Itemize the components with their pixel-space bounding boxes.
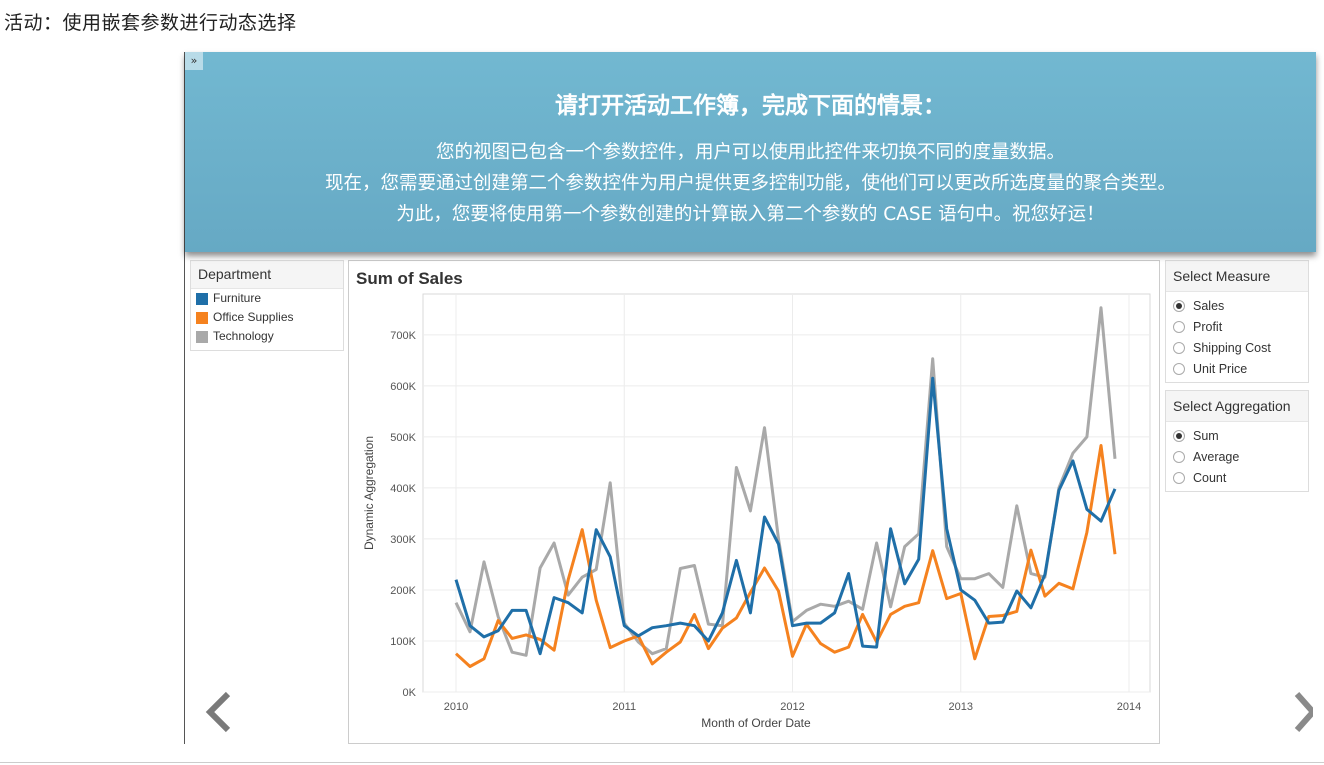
legend-title: Department [191,261,343,289]
legend-swatch [196,330,208,343]
radio-icon [1173,471,1185,484]
y-tick-label: 100K [390,636,416,648]
previous-slide-button[interactable] [186,680,252,744]
x-tick-label: 2010 [444,701,468,713]
option-label: Count [1193,470,1227,485]
radio-selected-icon [1173,429,1185,442]
x-tick-label: 2011 [612,701,636,713]
expand-banner-button[interactable]: » [185,52,203,70]
option-label: Unit Price [1193,361,1248,376]
banner-line: 为此，您要将使用第一个参数创建的计算嵌入第二个参数的 CASE 语句中。祝您好运… [396,204,1105,225]
y-axis-label: Dynamic Aggregation [362,436,376,550]
chevron-left-icon [205,691,231,733]
series-line-furniture[interactable] [454,376,1117,656]
page-title: 活动：使用嵌套参数进行动态选择 [4,12,297,34]
aggregation-option-count[interactable]: Count [1166,467,1308,488]
y-tick-label: 200K [390,585,416,597]
x-tick-label: 2012 [780,701,804,713]
select-measure-parameter: Select Measure Sales Profit Shipping Cos… [1165,260,1309,383]
radio-icon [1173,341,1185,354]
legend-label: Office Supplies [213,310,294,324]
legend-item-technology[interactable]: Technology [191,327,343,346]
series-line-technology[interactable] [454,306,1117,657]
y-tick-label: 700K [390,330,416,342]
y-tick-label: 0K [403,687,417,699]
department-legend: Department Furniture Office Supplies Tec… [190,260,344,351]
aggregation-option-sum[interactable]: Sum [1166,425,1308,446]
scenario-banner: » 请打开活动工作簿，完成下面的情景： 您的视图已包含一个参数控件，用户可以使用… [185,52,1316,252]
next-slide-button[interactable] [1278,680,1318,744]
option-label: Sum [1193,428,1219,443]
radio-icon [1173,362,1185,375]
radio-icon [1173,450,1185,463]
y-tick-label: 600K [390,381,416,393]
divider [0,762,1324,763]
y-tick-label: 500K [390,432,416,444]
measure-option-unit-price[interactable]: Unit Price [1166,358,1308,379]
chart-title: Sum of Sales [356,269,463,288]
y-tick-label: 300K [390,534,416,546]
y-tick-label: 400K [390,483,416,495]
banner-heading: 请打开活动工作簿，完成下面的情景： [555,93,946,119]
legend-label: Technology [213,329,274,343]
banner-line: 现在，您需要通过创建第二个参数控件为用户提供更多控制功能，使他们可以更改所选度量… [324,173,1176,194]
chevron-right-icon [1294,692,1313,732]
radio-selected-icon [1173,299,1185,312]
measure-option-sales[interactable]: Sales [1166,295,1308,316]
parameter-title: Select Measure [1166,261,1308,292]
legend-item-furniture[interactable]: Furniture [191,289,343,308]
radio-icon [1173,320,1185,333]
option-label: Profit [1193,319,1223,334]
legend-item-office-supplies[interactable]: Office Supplies [191,308,343,327]
x-axis-label: Month of Order Date [701,716,811,730]
sales-chart-panel: Sum of Sales 0K 100K 200K 300K 400K 500K 600K 7… [348,260,1160,744]
x-tick-label: 2014 [1117,701,1141,713]
legend-label: Furniture [213,291,262,305]
banner-line: 您的视图已包含一个参数控件，用户可以使用此控件来切换不同的度量数据。 [435,142,1065,163]
legend-swatch [196,292,208,305]
measure-option-shipping-cost[interactable]: Shipping Cost [1166,337,1308,358]
series-line-office-supplies[interactable] [454,444,1117,668]
option-label: Shipping Cost [1193,340,1271,355]
parameter-title: Select Aggregation [1166,391,1308,422]
option-label: Sales [1193,298,1225,313]
x-tick-label: 2013 [949,701,973,713]
legend-swatch [196,311,208,324]
sales-line-chart: Sum of Sales 0K 100K 200K 300K 400K 500K 600K 7… [356,269,1151,730]
option-label: Average [1193,449,1240,464]
aggregation-option-average[interactable]: Average [1166,446,1308,467]
measure-option-profit[interactable]: Profit [1166,316,1308,337]
select-aggregation-parameter: Select Aggregation Sum Average Count [1165,390,1309,492]
